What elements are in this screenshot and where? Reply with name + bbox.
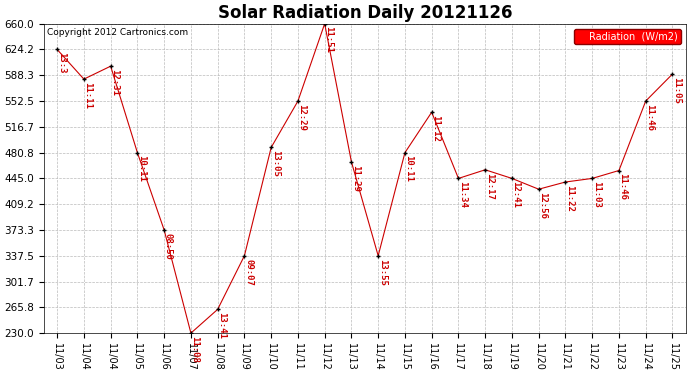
Point <box>52 46 63 53</box>
Point <box>212 306 223 312</box>
Title: Solar Radiation Daily 20121126: Solar Radiation Daily 20121126 <box>217 4 512 22</box>
Point <box>640 98 651 104</box>
Text: 09:07: 09:07 <box>244 258 253 285</box>
Text: 12:56: 12:56 <box>538 192 547 219</box>
Point <box>373 253 384 259</box>
Text: 11:05: 11:05 <box>672 77 681 104</box>
Text: 11:46: 11:46 <box>619 173 628 200</box>
Text: 10:11: 10:11 <box>404 155 413 182</box>
Text: 11:08: 11:08 <box>190 336 199 363</box>
Point <box>453 176 464 181</box>
Text: 12:29: 12:29 <box>297 104 306 131</box>
Text: 11:03: 11:03 <box>592 181 601 208</box>
Point <box>132 150 143 156</box>
Point <box>239 253 250 259</box>
Text: 08:50: 08:50 <box>164 233 172 260</box>
Point <box>105 63 116 69</box>
Point <box>560 179 571 185</box>
Point <box>480 167 491 173</box>
Text: 12:41: 12:41 <box>511 181 521 208</box>
Point <box>79 76 90 82</box>
Text: 11:22: 11:22 <box>565 185 574 211</box>
Point <box>186 330 197 336</box>
Point <box>266 144 277 150</box>
Text: 13:3: 13:3 <box>57 52 66 74</box>
Text: 11:51: 11:51 <box>324 27 333 53</box>
Point <box>613 168 624 174</box>
Point <box>159 227 170 233</box>
Text: 11:46: 11:46 <box>645 104 654 131</box>
Point <box>400 150 411 156</box>
Text: 11:11: 11:11 <box>83 82 92 109</box>
Text: 11:29: 11:29 <box>351 165 360 192</box>
Text: Copyright 2012 Cartronics.com: Copyright 2012 Cartronics.com <box>47 28 188 38</box>
Point <box>533 186 544 192</box>
Text: 11:34: 11:34 <box>458 181 467 208</box>
Point <box>426 109 437 115</box>
Point <box>319 21 331 27</box>
Text: 10:11: 10:11 <box>137 155 146 182</box>
Text: 12:31: 12:31 <box>110 69 119 96</box>
Text: 13:05: 13:05 <box>271 150 280 177</box>
Point <box>293 98 304 104</box>
Text: 11:12: 11:12 <box>431 115 440 142</box>
Text: 13:41: 13:41 <box>217 312 226 339</box>
Text: 12:17: 12:17 <box>485 172 494 200</box>
Legend: Radiation  (W/m2): Radiation (W/m2) <box>574 28 681 44</box>
Point <box>586 176 598 181</box>
Point <box>506 176 518 181</box>
Text: 13:55: 13:55 <box>378 258 387 285</box>
Point <box>667 71 678 77</box>
Point <box>346 159 357 165</box>
